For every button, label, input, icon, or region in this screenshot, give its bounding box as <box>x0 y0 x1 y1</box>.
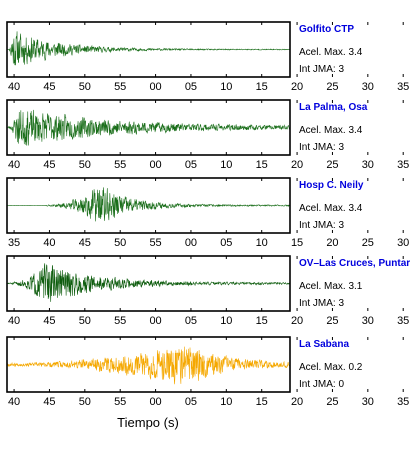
x-tick-label: 55 <box>149 237 161 249</box>
x-tick-label: 05 <box>185 396 197 408</box>
panel-frame <box>6 177 291 234</box>
x-tick-label: 40 <box>43 237 55 249</box>
x-tick-label: 30 <box>362 81 374 93</box>
waveform-trace <box>6 109 291 146</box>
x-tick-label: 25 <box>362 237 374 249</box>
x-tick-label: 20 <box>291 81 303 93</box>
x-tick-label: 05 <box>185 315 197 327</box>
max-acceleration-label: Acel. Max. 0.2 <box>299 362 363 373</box>
station-name: La Sabana <box>299 339 349 350</box>
station-name: Hosp C. Neily <box>299 180 364 191</box>
x-tick-label: 45 <box>79 237 91 249</box>
max-acceleration-label: Acel. Max. 3.4 <box>299 47 363 58</box>
x-tick-label: 45 <box>43 81 55 93</box>
x-tick-label: 35 <box>397 81 409 93</box>
x-tick-label: 20 <box>291 159 303 171</box>
x-tick-label: 15 <box>256 396 268 408</box>
x-tick-label: 15 <box>256 159 268 171</box>
x-tick-label: 00 <box>149 81 161 93</box>
x-tick-label: 00 <box>149 396 161 408</box>
x-tick-label: 15 <box>291 237 303 249</box>
x-tick-label: 35 <box>397 396 409 408</box>
x-tick-label: 40 <box>8 315 20 327</box>
x-tick-label: 50 <box>79 159 91 171</box>
x-tick-label: 55 <box>114 396 126 408</box>
jma-intensity-label: Int JMA: 3 <box>299 298 344 309</box>
x-tick-label: 30 <box>362 315 374 327</box>
x-tick-label: 00 <box>185 237 197 249</box>
x-tick-label: 25 <box>326 159 338 171</box>
x-tick-label: 35 <box>397 159 409 171</box>
panel-frame <box>6 99 291 156</box>
x-tick-label: 55 <box>114 315 126 327</box>
x-tick-label: 35 <box>8 237 20 249</box>
station-name: OV–Las Cruces, Puntar <box>299 258 410 269</box>
x-tick-label: 15 <box>256 315 268 327</box>
x-tick-label: 00 <box>149 159 161 171</box>
waveform-trace <box>6 31 291 66</box>
panel-frame <box>6 255 291 312</box>
panel-frame <box>6 336 291 393</box>
x-tick-label: 10 <box>220 81 232 93</box>
x-tick-label: 05 <box>185 81 197 93</box>
x-tick-label: 20 <box>326 237 338 249</box>
jma-intensity-label: Int JMA: 3 <box>299 64 344 75</box>
waveform-trace <box>6 187 291 222</box>
x-tick-label: 25 <box>326 315 338 327</box>
x-tick-label: 45 <box>43 315 55 327</box>
max-acceleration-label: Acel. Max. 3.4 <box>299 203 363 214</box>
x-axis-title: Tiempo (s) <box>117 415 179 430</box>
max-acceleration-label: Acel. Max. 3.4 <box>299 125 363 136</box>
x-tick-label: 10 <box>220 159 232 171</box>
x-tick-label: 45 <box>43 159 55 171</box>
x-tick-label: 55 <box>114 159 126 171</box>
x-tick-label: 30 <box>397 237 409 249</box>
station-name: Golfito CTP <box>299 24 354 35</box>
x-tick-label: 40 <box>8 159 20 171</box>
jma-intensity-label: Int JMA: 0 <box>299 379 344 390</box>
x-tick-label: 10 <box>220 315 232 327</box>
x-tick-label: 10 <box>220 396 232 408</box>
x-tick-label: 30 <box>362 396 374 408</box>
x-tick-label: 25 <box>326 81 338 93</box>
max-acceleration-label: Acel. Max. 3.1 <box>299 281 363 292</box>
x-tick-label: 50 <box>79 81 91 93</box>
x-tick-label: 15 <box>256 81 268 93</box>
x-tick-label: 05 <box>185 159 197 171</box>
x-tick-label: 40 <box>8 81 20 93</box>
station-name: La Palma, Osa <box>299 102 368 113</box>
x-tick-label: 55 <box>114 81 126 93</box>
jma-intensity-label: Int JMA: 3 <box>299 142 344 153</box>
x-tick-label: 00 <box>149 315 161 327</box>
x-tick-label: 10 <box>256 237 268 249</box>
x-tick-label: 05 <box>220 237 232 249</box>
x-tick-label: 50 <box>114 237 126 249</box>
x-tick-label: 20 <box>291 396 303 408</box>
jma-intensity-label: Int JMA: 3 <box>299 220 344 231</box>
panel-frame <box>6 21 291 78</box>
x-tick-label: 45 <box>43 396 55 408</box>
x-tick-label: 40 <box>8 396 20 408</box>
x-tick-label: 25 <box>326 396 338 408</box>
x-tick-label: 30 <box>362 159 374 171</box>
waveform-trace <box>6 263 291 302</box>
waveform-trace <box>6 346 291 385</box>
x-tick-label: 35 <box>397 315 409 327</box>
x-tick-label: 50 <box>79 315 91 327</box>
x-tick-label: 20 <box>291 315 303 327</box>
x-tick-label: 50 <box>79 396 91 408</box>
